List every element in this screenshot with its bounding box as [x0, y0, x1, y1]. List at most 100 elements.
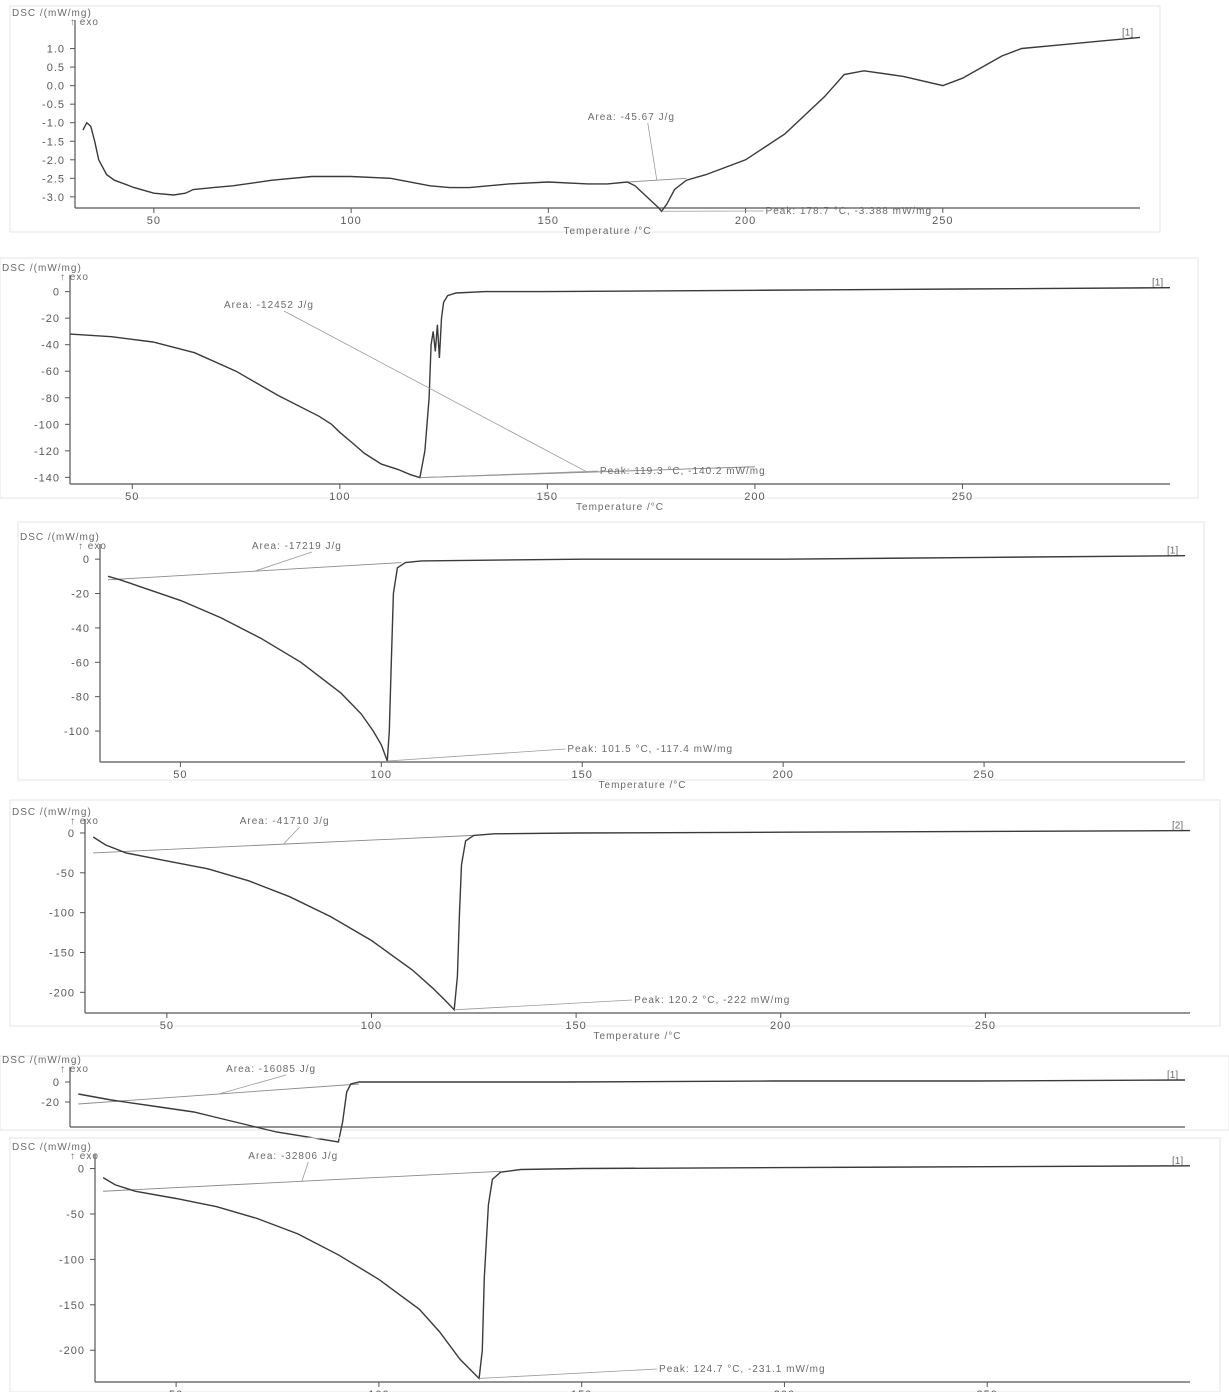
y-tick-label: -100: [64, 726, 90, 738]
y-tick-label: -120: [34, 446, 60, 458]
x-tick-label: 50: [173, 769, 187, 781]
curve-flag: [1]: [1167, 1070, 1178, 1081]
x-tick-label: 150: [572, 769, 593, 781]
y-axis-title: DSC /(mW/mg): [20, 532, 100, 543]
area-leader: [301, 1161, 309, 1182]
x-tick-label: 200: [774, 1389, 795, 1392]
curve-flag: [2]: [1172, 821, 1183, 832]
peak-label: Peak: 120.2 °C, -222 mW/mg: [634, 995, 790, 1006]
y-tick-label: 0: [53, 287, 60, 299]
area-label: Area: -41710 J/g: [240, 816, 330, 827]
dsc-curve: [82, 36, 1141, 213]
x-tick-label: 250: [973, 769, 994, 781]
peak-leader: [454, 999, 633, 1011]
peak-label: Peak: 178.7 °C, -3.388 mW/mg: [766, 206, 933, 217]
area-leader: [254, 551, 313, 572]
x-tick-label: 250: [932, 215, 953, 227]
x-tick-label: 250: [975, 1020, 996, 1032]
y-tick-label: -20: [41, 313, 60, 325]
panel-frame: [9, 5, 1161, 233]
integration-baseline: [103, 1170, 501, 1192]
peak-leader: [419, 470, 598, 479]
x-tick-label: 50: [125, 491, 139, 503]
x-tick-label: 100: [371, 769, 392, 781]
y-tick-label: -80: [71, 692, 90, 704]
curve-flag: [1]: [1172, 1156, 1183, 1167]
x-tick-label: 200: [770, 1020, 791, 1032]
peak-leader: [479, 1368, 658, 1379]
y-axis-title: DSC /(mW/mg): [12, 807, 92, 818]
y-tick-label: -100: [59, 1254, 85, 1266]
integration-baseline: [78, 1083, 360, 1105]
y-tick-label: -100: [49, 908, 75, 920]
area-label: Area: -12452 J/g: [224, 300, 314, 311]
area-leader: [218, 1074, 287, 1095]
x-tick-label: 200: [735, 215, 756, 227]
y-axis-title: DSC /(mW/mg): [12, 1142, 92, 1153]
exo-label: ↑ exo: [60, 1064, 89, 1075]
x-tick-label: 150: [538, 215, 559, 227]
x-tick-label: 50: [147, 215, 161, 227]
x-tick-label: 100: [329, 491, 350, 503]
y-tick-label: -60: [41, 366, 60, 378]
dsc-curve: [107, 555, 1186, 762]
peak-leader: [387, 748, 566, 762]
area-label: Area: -16085 J/g: [226, 1064, 316, 1075]
y-tick-label: -60: [71, 657, 90, 669]
y-tick-label: -2.0: [42, 155, 65, 167]
dsc-curve: [102, 1165, 1191, 1381]
y-tick-label: -3.0: [42, 192, 65, 204]
y-tick-label: -80: [41, 393, 60, 405]
y-tick-label: -40: [71, 623, 90, 635]
x-tick-label: 50: [169, 1389, 183, 1392]
y-tick-label: -200: [49, 987, 75, 999]
peak-label: Peak: 119.3 °C, -140.2 mW/mg: [600, 466, 766, 477]
exo-label: ↑ exo: [70, 1151, 99, 1162]
x-tick-label: 250: [977, 1389, 998, 1392]
x-tick-label: 100: [361, 1020, 382, 1032]
area-label: Area: -32806 J/g: [248, 1151, 338, 1162]
x-tick-label: 150: [565, 1020, 586, 1032]
y-tick-label: 1.0: [47, 44, 65, 56]
y-tick-label: -50: [56, 868, 75, 880]
x-axis-title: Temperature /°C: [599, 780, 687, 791]
peak-label: Peak: 124.7 °C, -231.1 mW/mg: [659, 1364, 826, 1375]
y-tick-label: -150: [49, 947, 75, 959]
y-axis-title: DSC /(mW/mg): [2, 1055, 82, 1066]
y-tick-label: -2.5: [42, 173, 65, 185]
x-axis-title: Temperature /°C: [564, 226, 652, 237]
y-tick-label: 0: [53, 1077, 60, 1089]
dsc-curve: [69, 287, 1171, 479]
y-tick-label: -20: [41, 1097, 60, 1109]
curve-flag: [1]: [1167, 546, 1178, 557]
x-tick-label: 250: [952, 491, 973, 503]
exo-label: ↑ exo: [78, 541, 107, 552]
area-label: Area: -17219 J/g: [252, 541, 342, 552]
x-tick-label: 150: [537, 491, 558, 503]
peak-label: Peak: 101.5 °C, -117.4 mW/mg: [567, 744, 733, 755]
area-leader: [283, 826, 300, 845]
y-tick-label: -100: [34, 419, 60, 431]
panel-frame: [17, 521, 1205, 781]
exo-label: ↑ exo: [70, 816, 99, 827]
panel-frame: [0, 1055, 1229, 1131]
y-tick-label: -20: [71, 589, 90, 601]
exo-label: ↑ exo: [60, 272, 89, 283]
x-tick-label: 150: [571, 1389, 592, 1392]
exo-label: ↑ exo: [70, 17, 99, 28]
area-leader: [647, 122, 658, 181]
y-tick-label: 0: [68, 828, 75, 840]
x-tick-label: 100: [368, 1389, 389, 1392]
dsc-curve: [78, 1079, 1186, 1143]
y-tick-label: -50: [66, 1209, 85, 1221]
area-label: Area: -45.67 J/g: [588, 112, 675, 123]
y-tick-label: -200: [59, 1345, 85, 1357]
y-tick-label: -1.5: [42, 136, 65, 148]
y-tick-label: 0: [83, 554, 90, 566]
